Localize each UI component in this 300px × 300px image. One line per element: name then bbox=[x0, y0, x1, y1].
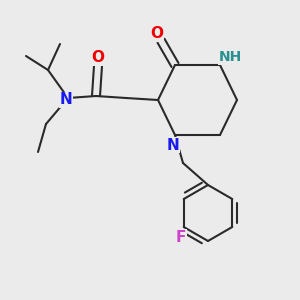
Text: O: O bbox=[92, 50, 104, 65]
Text: N: N bbox=[60, 92, 72, 107]
Text: F: F bbox=[176, 230, 186, 244]
Text: N: N bbox=[167, 137, 179, 152]
Text: NH: NH bbox=[218, 50, 242, 64]
Text: O: O bbox=[151, 26, 164, 41]
